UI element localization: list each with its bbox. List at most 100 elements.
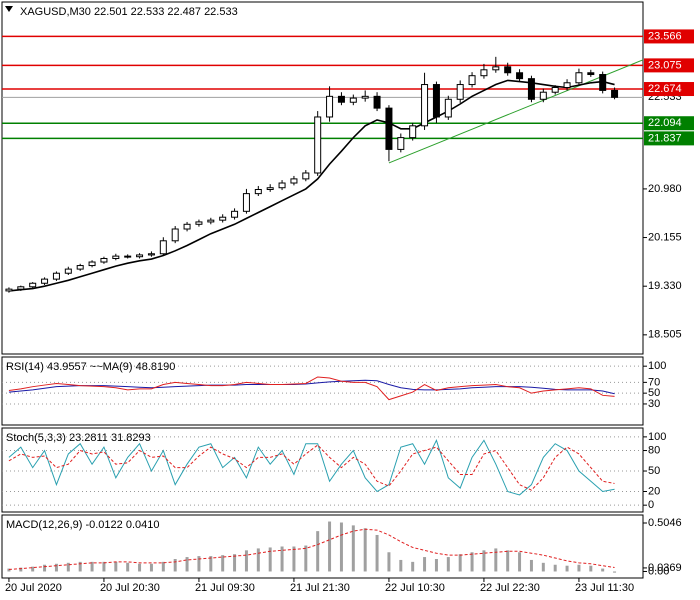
level-box [644, 131, 694, 146]
candle-body [492, 66, 500, 71]
x-tick-label: 22 Jul 10:30 [385, 582, 445, 594]
candle-body [504, 66, 512, 74]
y-tick-label: 100 [648, 360, 666, 372]
candle-body [326, 95, 334, 118]
candle-body [266, 187, 274, 190]
candle-body [124, 255, 132, 258]
x-tick-label: 20 Jul 20:30 [100, 582, 160, 594]
panel-title: XAGUSD,M30 22.501 22.533 22.487 22.533 [20, 6, 238, 18]
panel-frame [1, 427, 644, 513]
y-tick-label: 70 [648, 376, 660, 388]
y-tick-label: 80 [648, 444, 660, 456]
candle-body [611, 89, 619, 98]
level-label: 22.674 [648, 83, 682, 95]
panel-title: RSI(14) 43.9557 ~~MA(9) 48.8190 [6, 361, 175, 373]
panel-frame [1, 356, 644, 426]
candle-body [100, 257, 108, 263]
level-label: 22.094 [648, 117, 682, 129]
candle-body [527, 78, 535, 100]
level-box [644, 58, 694, 73]
indicator-line [8, 376, 615, 401]
candle-body [29, 282, 37, 288]
candle-body [302, 172, 310, 180]
y-tick-label: 19.330 [648, 280, 682, 292]
y-tick-label: 20 [648, 485, 660, 497]
candle-body [195, 221, 203, 225]
candle-body [373, 95, 381, 109]
candle-body [242, 193, 250, 212]
signal-line [8, 528, 615, 571]
level-label: 23.075 [648, 59, 682, 71]
y-tick-label: 100 [648, 431, 666, 443]
y-tick-label: 30 [648, 398, 660, 410]
candle-body [171, 228, 179, 242]
candle-body [183, 223, 191, 230]
candle-body [147, 253, 155, 256]
candle-body [575, 72, 583, 84]
candle-body [539, 91, 547, 100]
moving-average [8, 79, 615, 292]
candle-body [207, 219, 215, 223]
x-tick-label: 22 Jul 22:30 [480, 582, 540, 594]
y-tick-label: 0 [648, 499, 654, 511]
candle-body [397, 137, 405, 150]
y-tick-label: 0.00 [648, 565, 669, 577]
level-box [644, 82, 694, 97]
menu-icon [5, 6, 13, 12]
candle-body [314, 116, 322, 174]
candle-body [88, 261, 96, 267]
panel-title: Stoch(5,3,3) 23.2811 31.8293 [6, 432, 151, 444]
y-tick-label: 18.505 [648, 329, 682, 341]
candle-body [385, 107, 393, 150]
level-box [644, 29, 694, 44]
candle-body [421, 84, 429, 127]
candle-body [409, 125, 417, 139]
candle-body [599, 74, 607, 91]
candle-body [219, 216, 227, 221]
x-tick-label: 20 Jul 2020 [5, 582, 62, 594]
candle-body [52, 272, 60, 280]
level-box [644, 116, 694, 131]
candle-body [432, 84, 440, 118]
candle-body [456, 84, 464, 100]
candle-body [278, 182, 286, 189]
indicator-line [8, 438, 615, 496]
candle-body [516, 72, 524, 80]
candle-body [480, 69, 488, 77]
candle-body [5, 288, 13, 292]
y-tick-label: 50 [648, 465, 660, 477]
candle-body [361, 95, 369, 99]
candle-body [551, 86, 559, 93]
candle-body [468, 75, 476, 86]
candle-body [349, 97, 357, 103]
indicator-line [8, 379, 615, 395]
y-tick-label: 50 [648, 387, 660, 399]
x-tick-label: 21 Jul 09:30 [195, 582, 255, 594]
candle-body [337, 95, 345, 103]
panel-frame [1, 514, 644, 579]
y-tick-label: 0.5046 [648, 517, 682, 529]
level-label: 23.566 [648, 30, 682, 42]
x-tick-label: 21 Jul 21:30 [290, 582, 350, 594]
candle-body [254, 188, 262, 195]
y-tick-label: 0.0369 [648, 562, 682, 574]
indicator-line [8, 444, 615, 491]
y-tick-label: 20.155 [648, 231, 682, 243]
x-tick-label: 23 Jul 11:30 [575, 582, 634, 594]
candle-body [76, 265, 84, 270]
level-label: 21.837 [648, 132, 682, 144]
candle-body [17, 286, 25, 290]
candle-body [41, 278, 49, 284]
candle-body [231, 210, 239, 218]
panel-frame [1, 1, 644, 355]
candle-body [136, 254, 144, 258]
candle-body [112, 255, 120, 259]
candle-body [563, 82, 571, 88]
panel-title: MACD(12,26,9) -0.0122 0.0410 [6, 519, 159, 531]
candle-body [159, 240, 167, 255]
candle-body [587, 72, 595, 76]
candle-body [290, 178, 298, 184]
candle-body [444, 98, 452, 118]
